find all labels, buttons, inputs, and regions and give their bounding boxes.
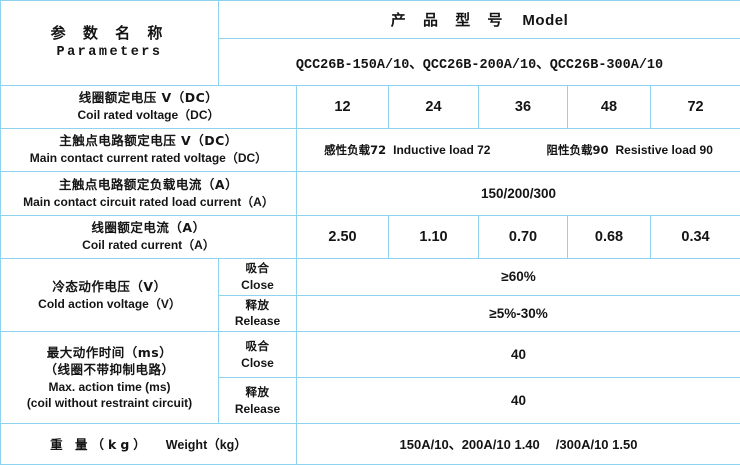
sublabel-max-action-time-close: 吸合 Close [219,332,297,378]
sublabel-cold-action-close: 吸合 Close [219,259,297,296]
main-contact-rated-voltage-values: 感性负载72 Inductive load 72 阻性负载90 Resistive l… [297,129,740,172]
coil-rated-voltage-value-4: 48 [568,86,651,129]
label-coil-rated-current-en: Coil rated current（A） [4,237,293,253]
header-model-list-cell: QCC26B-150A/10、QCC26B-200A/10、QCC26B-300… [219,39,740,86]
sublabel-max-action-time-release-cn: 释放 [222,385,293,401]
label-main-contact-rated-load-current-en: Main contact circuit rated load current（… [4,194,293,210]
header-parameters-cn: 参 数 名 称 [4,23,215,44]
label-main-contact-rated-voltage-cn: 主触点电路额定电压 V（DC） [4,133,293,150]
resistive-load-en: Resistive load 90 [616,143,713,157]
coil-rated-current-value-4: 0.68 [568,216,651,259]
coil-rated-current-value-5: 0.34 [651,216,740,259]
weight-value-cell: 150A/10、200A/10 1.40/300A/10 1.50 [297,424,740,465]
label-cold-action-voltage: 冷态动作电压（V） Cold action voltage（V） [1,259,219,332]
row-main-contact-rated-load-current: 主触点电路额定负载电流（A） Main contact circuit rate… [1,172,740,216]
coil-rated-voltage-value-1: 12 [297,86,389,129]
coil-rated-current-value-2: 1.10 [389,216,479,259]
label-main-contact-rated-voltage-en: Main contact current rated voltage（DC） [4,150,293,166]
coil-rated-voltage-value-5: 72 [651,86,740,129]
label-main-contact-rated-load-current-cn: 主触点电路额定负载电流（A） [4,177,293,194]
coil-rated-current-value-3: 0.70 [479,216,568,259]
label-max-action-time-cn-1: 最大动作时间（ms） [4,345,215,362]
main-contact-rated-load-current-value: 150/200/300 [297,172,740,216]
model-list-text: QCC26B-150A/10、QCC26B-200A/10、QCC26B-300… [296,58,663,73]
coil-rated-voltage-value-3: 36 [479,86,568,129]
inductive-load-cn: 感性负载72 [324,143,386,157]
sublabel-cold-action-release-cn: 释放 [222,298,293,314]
sublabel-max-action-time-close-cn: 吸合 [222,339,293,355]
label-main-contact-rated-load-current: 主触点电路额定负载电流（A） Main contact circuit rate… [1,172,297,216]
header-model-cn: 产 品 型 号 [391,11,509,29]
row-main-contact-rated-voltage: 主触点电路额定电压 V（DC） Main contact current rat… [1,129,740,172]
label-max-action-time-en-2: (coil without restraint circuit) [4,395,215,411]
label-weight-en: Weight（kg） [150,438,247,452]
sublabel-max-action-time-release-en: Release [222,401,293,417]
resistive-load-cn: 阻性负载90 [546,143,608,157]
coil-rated-voltage-value-2: 24 [389,86,479,129]
row-coil-rated-current: 线圈额定电流（A） Coil rated current（A） 2.50 1.1… [1,216,740,259]
row-cold-action-voltage-close: 冷态动作电压（V） Cold action voltage（V） 吸合 Clos… [1,259,740,296]
sublabel-cold-action-release: 释放 Release [219,295,297,332]
sublabel-max-action-time-release: 释放 Release [219,378,297,424]
sublabel-max-action-time-close-en: Close [222,355,293,371]
max-action-time-close-value: 40 [297,332,740,378]
max-action-time-release-value: 40 [297,378,740,424]
label-weight-cn: 重 量（kg） [50,437,150,452]
label-cold-action-voltage-en: Cold action voltage（V） [4,296,215,312]
sublabel-cold-action-release-en: Release [222,313,293,329]
label-cold-action-voltage-cn: 冷态动作电压（V） [4,279,215,296]
label-coil-rated-voltage: 线圈额定电压 V（DC） Coil rated voltage（DC） [1,86,297,129]
inductive-load-en: Inductive load 72 [393,143,490,157]
row-weight: 重 量（kg）Weight（kg） 150A/10、200A/10 1.40/3… [1,424,740,465]
sublabel-cold-action-close-cn: 吸合 [222,261,293,277]
label-max-action-time: 最大动作时间（ms） （线圈不带抑制电路） Max. action time (… [1,332,219,424]
weight-value-part1: 150A/10、200A/10 1.40 [400,437,540,452]
row-coil-rated-voltage: 线圈额定电压 V（DC） Coil rated voltage（DC） 12 2… [1,86,740,129]
label-coil-rated-voltage-en: Coil rated voltage（DC） [4,107,293,123]
cold-action-voltage-close-value: ≥60% [297,259,740,296]
label-max-action-time-cn-2: （线圈不带抑制电路） [4,362,215,379]
label-max-action-time-en-1: Max. action time (ms) [4,379,215,395]
cold-action-voltage-release-value: ≥5%-30% [297,295,740,332]
label-coil-rated-voltage-cn: 线圈额定电压 V（DC） [4,90,293,107]
header-model-en: Model [508,12,568,29]
label-main-contact-rated-voltage: 主触点电路额定电压 V（DC） Main contact current rat… [1,129,297,172]
coil-rated-current-value-1: 2.50 [297,216,389,259]
weight-value-part2: /300A/10 1.50 [556,437,638,452]
label-weight: 重 量（kg）Weight（kg） [1,424,297,465]
header-parameters-en: Parameters [4,44,215,63]
sublabel-cold-action-close-en: Close [222,277,293,293]
label-coil-rated-current-cn: 线圈额定电流（A） [4,220,293,237]
label-coil-rated-current: 线圈额定电流（A） Coil rated current（A） [1,216,297,259]
row-max-action-time-close: 最大动作时间（ms） （线圈不带抑制电路） Max. action time (… [1,332,740,378]
header-parameters-cell: 参 数 名 称 Parameters [1,1,219,86]
